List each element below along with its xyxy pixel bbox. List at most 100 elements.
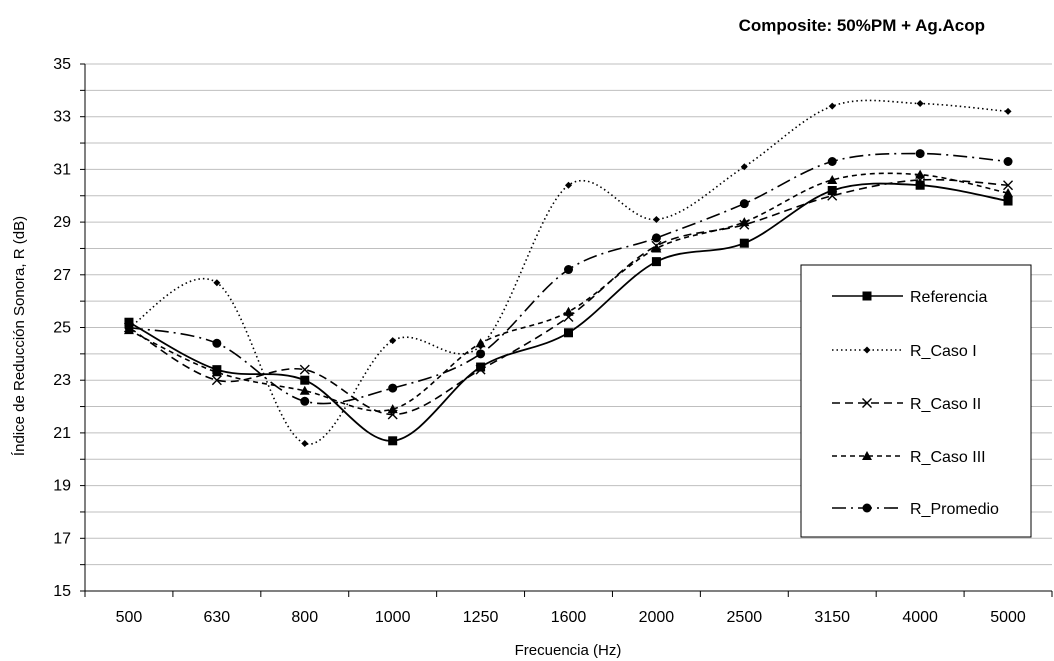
legend-label: R_Caso I <box>910 343 977 360</box>
y-tick-label: 19 <box>53 478 71 495</box>
series-line <box>128 178 1009 416</box>
data-point-triangle <box>1003 188 1014 198</box>
data-point-x <box>299 364 310 375</box>
y-tick-label: 25 <box>53 320 71 337</box>
y-tick-label: 23 <box>53 372 71 389</box>
y-tick-label: 29 <box>53 214 71 231</box>
series-group <box>123 99 1014 447</box>
data-point-triangle <box>915 169 926 179</box>
x-stroke <box>827 190 838 201</box>
axes <box>80 63 1053 597</box>
data-point-triangle <box>862 451 872 460</box>
legend-item-r-caso-i: R_Caso I <box>832 343 977 360</box>
series-line <box>128 99 1009 445</box>
x-tick-label: 5000 <box>990 609 1026 626</box>
x-tick-label: 1250 <box>463 609 499 626</box>
legend-label: R_Promedio <box>910 501 999 518</box>
data-point-square <box>476 362 486 372</box>
y-tick-labels: 15 17 19 21 23 25 27 29 31 33 35 <box>53 56 71 600</box>
data-point-circle <box>388 383 398 393</box>
data-point-square <box>564 328 573 338</box>
data-point-circle <box>651 233 661 243</box>
x-tick-label: 1000 <box>375 609 411 626</box>
data-point-square <box>915 180 925 190</box>
x-stroke <box>862 398 872 408</box>
series-line <box>128 172 1009 412</box>
y-tick-label: 17 <box>53 530 71 547</box>
data-point-diamond <box>740 163 748 171</box>
data-point-circle <box>862 503 872 513</box>
data-point-triangle <box>827 174 838 184</box>
legend-item-r-promedio: R_Promedio <box>832 501 999 518</box>
legend-item-r-caso-ii: R_Caso II <box>832 396 981 413</box>
data-point-triangle <box>211 367 222 377</box>
data-point-square <box>388 436 398 446</box>
data-point-diamond <box>213 279 221 287</box>
data-point-triangle <box>475 338 486 348</box>
data-point-x <box>475 364 486 375</box>
y-tick-label: 27 <box>53 267 71 284</box>
data-point-diamond <box>1004 107 1012 115</box>
y-tick-label: 33 <box>53 109 71 126</box>
x-tick-label: 2000 <box>639 609 675 626</box>
data-point-diamond <box>863 346 871 354</box>
data-point-circle <box>476 349 486 359</box>
x-tick-label: 4000 <box>902 609 938 626</box>
data-point-circle <box>1003 156 1013 166</box>
legend-label: Referencia <box>910 289 987 306</box>
data-point-x <box>1003 180 1014 191</box>
data-point-circle <box>212 338 222 348</box>
x-stroke <box>211 375 222 386</box>
x-tick-label: 3150 <box>814 609 850 626</box>
data-point-diamond <box>301 439 309 447</box>
y-tick-label: 35 <box>53 56 71 73</box>
data-point-diamond <box>828 102 836 110</box>
x-stroke <box>475 364 486 375</box>
data-point-square <box>739 238 749 248</box>
data-point-diamond <box>652 215 660 223</box>
data-point-square <box>300 375 310 385</box>
series-line <box>128 152 1009 405</box>
data-point-x <box>862 398 872 408</box>
legend-label: R_Caso II <box>910 396 981 413</box>
series-r-promedio <box>124 149 1013 406</box>
data-point-square <box>651 257 661 267</box>
data-point-diamond <box>565 181 572 189</box>
data-point-triangle <box>651 243 662 253</box>
data-point-circle <box>739 199 749 209</box>
y-tick-label: 31 <box>53 161 71 178</box>
x-tick-label: 500 <box>116 609 143 626</box>
data-point-square <box>827 185 837 195</box>
data-point-triangle <box>739 217 750 227</box>
data-point-circle <box>827 156 837 166</box>
data-point-diamond <box>389 337 397 345</box>
data-point-x <box>211 375 222 386</box>
legend-box <box>800 264 1032 538</box>
data-point-circle <box>124 323 134 332</box>
data-point-square <box>1003 196 1013 206</box>
x-tick-label: 800 <box>291 609 318 626</box>
data-point-circle <box>300 396 310 406</box>
legend-item-referencia: Referencia <box>832 289 987 306</box>
x-tick-label: 630 <box>204 609 231 626</box>
data-point-triangle <box>563 306 574 316</box>
data-point-triangle <box>299 385 310 395</box>
x-tick-label: 2500 <box>727 609 763 626</box>
data-point-circle <box>915 149 925 159</box>
x-stroke <box>299 364 310 375</box>
y-tick-label: 21 <box>53 425 71 442</box>
data-point-diamond <box>916 100 924 108</box>
data-point-triangle <box>387 404 398 414</box>
x-tick-labels: 500 630 800 1000 1250 1600 2000 2500 3150 4000 500… <box>116 609 1026 626</box>
legend-label: R_Caso III <box>910 449 986 466</box>
data-point-square <box>124 317 134 327</box>
chart-title: Composite: 50%PM + Ag.Acop <box>739 16 985 35</box>
data-point-x <box>827 190 838 201</box>
x-axis-label: Frecuencia (Hz) <box>515 642 622 659</box>
legend: Referencia R_Caso I R_Caso II R_Caso III R_P… <box>800 264 1032 538</box>
data-point-circle <box>564 265 573 275</box>
legend-item-r-caso-iii: R_Caso III <box>832 449 986 466</box>
data-point-square <box>862 291 872 301</box>
x-stroke <box>1003 180 1014 191</box>
